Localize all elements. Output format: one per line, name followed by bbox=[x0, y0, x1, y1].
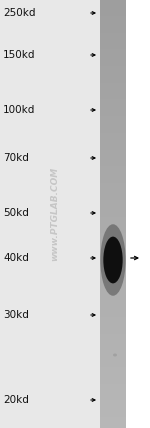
Text: 40kd: 40kd bbox=[3, 253, 29, 263]
Text: 50kd: 50kd bbox=[3, 208, 29, 218]
Text: 150kd: 150kd bbox=[3, 50, 36, 60]
Text: 20kd: 20kd bbox=[3, 395, 29, 405]
Ellipse shape bbox=[100, 224, 126, 296]
Text: 100kd: 100kd bbox=[3, 105, 35, 115]
Bar bbox=[0, 0, 100, 428]
Bar bbox=[126, 0, 150, 428]
Text: 250kd: 250kd bbox=[3, 8, 36, 18]
Text: 70kd: 70kd bbox=[3, 153, 29, 163]
Text: 30kd: 30kd bbox=[3, 310, 29, 320]
Ellipse shape bbox=[113, 354, 117, 357]
Text: www.PTGLAB.COM: www.PTGLAB.COM bbox=[51, 167, 60, 261]
Ellipse shape bbox=[103, 237, 123, 283]
